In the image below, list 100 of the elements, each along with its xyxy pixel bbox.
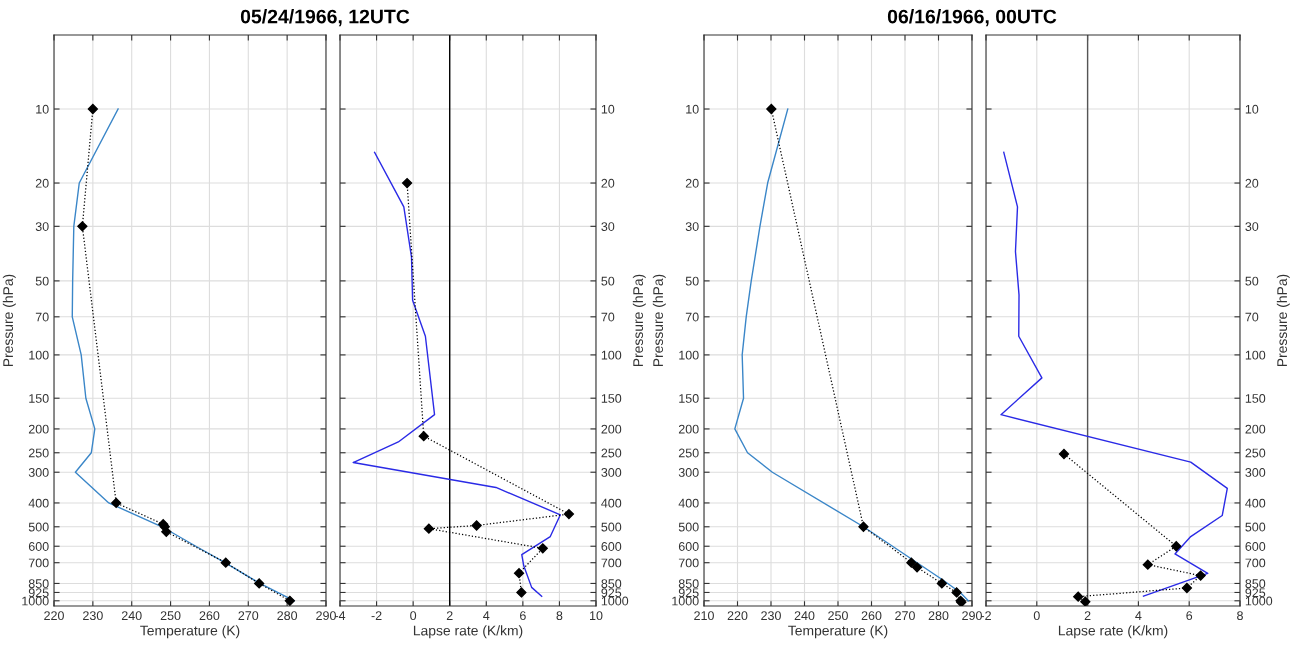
y2-tick-label: 30 [601, 222, 615, 231]
y2-tick-label: 200 [1245, 424, 1266, 434]
y2-tick-label: 10 [601, 104, 615, 114]
y-tick-label: 200 [678, 424, 699, 434]
y-tick-label: 100 [29, 350, 49, 360]
y2-tick-label: 1000 [601, 596, 629, 606]
y-tick-label: 50 [685, 276, 699, 286]
y-tick-label: 500 [28, 522, 49, 532]
y2-tick-label: 150 [1245, 394, 1266, 403]
y-tick-label: 20 [685, 178, 699, 188]
x-tick-label: 4 [483, 611, 490, 620]
y2-tick-label: 100 [601, 350, 622, 360]
y2-tick-label: 300 [1245, 468, 1266, 477]
x-axis-title: Temperature (K) [140, 625, 240, 639]
y-tick-label: 850 [28, 579, 49, 589]
x-tick-label: -2 [371, 611, 382, 620]
y2-tick-label: 400 [601, 498, 622, 508]
x-axis-title: Lapse rate (K/km) [413, 625, 523, 639]
y-tick-label: 20 [35, 178, 49, 188]
y2-tick-label: 600 [1245, 542, 1266, 551]
x-tick-label: 2 [446, 611, 453, 620]
y-tick-label: 1000 [22, 596, 49, 606]
y-tick-label: 30 [685, 222, 699, 231]
x-tick-label: 240 [794, 611, 815, 621]
x-tick-label: 270 [895, 611, 915, 621]
x-tick-label: -2 [981, 611, 991, 620]
x-tick-label: 4 [1135, 611, 1142, 620]
y2-tick-label: 400 [1245, 498, 1266, 508]
y-tick-label: 250 [28, 448, 49, 458]
y2-tick-label: 250 [1245, 448, 1266, 458]
y-tick-label: 400 [678, 498, 699, 508]
y2-tick-label: 850 [1245, 579, 1266, 589]
chart-title: 06/16/1966, 00UTC [887, 9, 1057, 27]
x-tick-label: 10 [590, 611, 603, 621]
x-tick-label: 220 [44, 611, 64, 621]
y2-tick-label: 150 [601, 394, 622, 403]
x-tick-label: -4 [335, 611, 346, 620]
y-tick-label: 10 [686, 104, 699, 114]
y2-tick-label: 500 [1245, 522, 1266, 532]
x-tick-label: 260 [199, 611, 220, 621]
y-tick-label: 1000 [672, 596, 699, 606]
x-tick-label: 270 [238, 611, 259, 621]
y-tick-label: 10 [36, 104, 49, 114]
y2-axis-title: Pressure (hPa) [632, 274, 646, 367]
y-tick-label: 925 [678, 588, 699, 598]
y2-tick-label: 300 [601, 468, 622, 477]
y-axis-title: Pressure (hPa) [652, 274, 666, 367]
y2-tick-label: 925 [601, 588, 622, 598]
x-tick-label: 290 [962, 611, 982, 621]
x-tick-label: 280 [277, 611, 298, 621]
x-tick-label: 6 [1186, 611, 1193, 621]
y-tick-label: 600 [28, 542, 49, 551]
x-tick-label: 280 [928, 611, 949, 621]
x-axis-title: Temperature (K) [788, 625, 888, 639]
y2-tick-label: 600 [601, 542, 622, 551]
chart-title: 05/24/1966, 12UTC [240, 9, 410, 27]
y2-tick-label: 20 [601, 178, 615, 188]
x-tick-label: 0 [1033, 611, 1040, 621]
y2-tick-label: 30 [1245, 222, 1259, 231]
y2-tick-label: 20 [1245, 178, 1259, 188]
x-tick-label: 290 [316, 611, 336, 621]
y-tick-label: 700 [28, 558, 49, 568]
y-tick-label: 100 [679, 350, 699, 360]
x-tick-label: 8 [556, 611, 563, 621]
y2-tick-label: 700 [601, 558, 622, 568]
x-tick-label: 8 [1237, 611, 1243, 621]
x-tick-label: 2 [1084, 611, 1091, 620]
y2-tick-label: 850 [601, 579, 622, 589]
y-tick-label: 70 [35, 312, 49, 322]
y-tick-label: 700 [678, 558, 699, 568]
y-tick-label: 850 [678, 579, 699, 589]
x-tick-label: 230 [83, 611, 103, 621]
x-axis-title: Lapse rate (K/km) [1058, 625, 1168, 639]
y2-tick-label: 700 [1245, 558, 1266, 568]
y2-tick-label: 200 [601, 424, 622, 434]
y-tick-label: 400 [28, 498, 49, 508]
y-tick-label: 50 [35, 276, 49, 286]
y2-tick-label: 250 [601, 448, 622, 458]
y-tick-label: 250 [678, 448, 699, 458]
x-tick-label: 220 [727, 611, 748, 621]
x-tick-label: 250 [828, 611, 848, 621]
x-tick-label: 210 [694, 611, 714, 621]
y2-tick-label: 925 [1245, 588, 1266, 598]
y2-tick-label: 70 [601, 312, 615, 322]
y2-tick-label: 10 [1245, 104, 1259, 114]
x-tick-label: 260 [861, 611, 882, 621]
y-tick-label: 925 [28, 588, 49, 598]
x-tick-label: 0 [410, 611, 417, 621]
y-tick-label: 300 [678, 468, 699, 477]
y-tick-label: 300 [28, 468, 49, 477]
x-tick-label: 230 [761, 611, 781, 621]
y-tick-label: 600 [678, 542, 699, 551]
y2-axis-title: Pressure (hPa) [1276, 274, 1290, 367]
y-tick-label: 500 [678, 522, 699, 532]
y2-tick-label: 70 [1245, 312, 1259, 322]
x-tick-label: 250 [160, 611, 181, 621]
y-tick-label: 200 [28, 424, 49, 434]
y2-tick-label: 50 [601, 276, 615, 286]
y2-tick-label: 50 [1245, 276, 1259, 286]
y2-tick-label: 100 [1245, 350, 1266, 360]
